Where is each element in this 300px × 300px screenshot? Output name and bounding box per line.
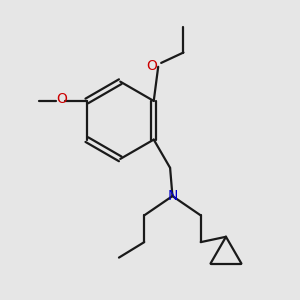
Text: N: N [167, 189, 178, 203]
Text: O: O [56, 92, 67, 106]
Text: O: O [146, 58, 157, 73]
